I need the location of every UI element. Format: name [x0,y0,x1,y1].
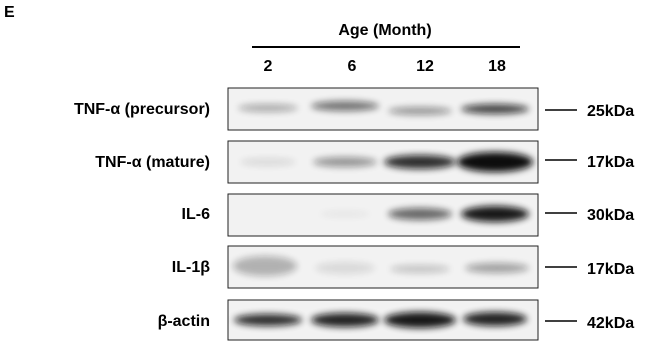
bands [240,152,533,172]
column-label: 18 [488,58,506,75]
marker-label: 42kDa [587,315,634,332]
marker-label: 30kDa [587,207,634,224]
column-label: 2 [264,58,273,75]
marker-label: 25kDa [587,103,634,120]
header-title: Age (Month) [338,22,431,39]
row-label: IL-1β [172,259,210,276]
marker-label: 17kDa [587,154,634,171]
panel-label: E [4,4,15,21]
bands [238,101,529,115]
column-label: 12 [416,58,434,75]
row-label: TNF-α (precursor) [74,101,210,118]
row-label: β-actin [158,313,210,330]
row-label: TNF-α (mature) [95,154,210,171]
column-label: 6 [348,58,357,75]
bands [320,206,529,222]
row-label: IL-6 [182,206,211,223]
bands [234,312,527,328]
bands [233,256,529,276]
marker-label: 17kDa [587,261,634,278]
